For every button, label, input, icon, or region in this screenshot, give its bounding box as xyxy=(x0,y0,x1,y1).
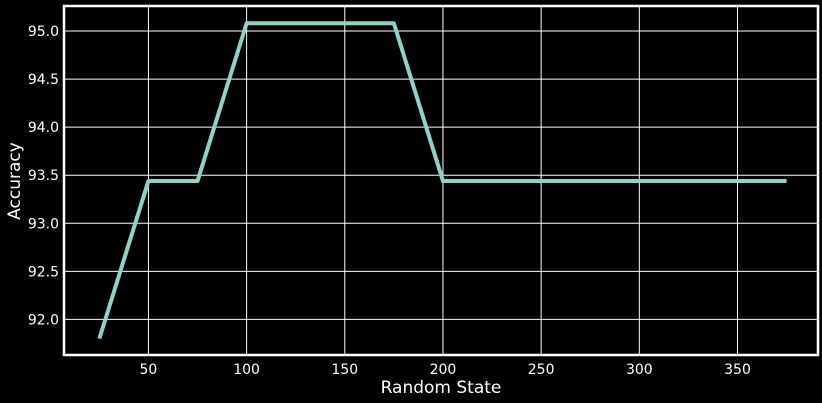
x-tick-label: 100 xyxy=(233,362,260,378)
series-layer xyxy=(97,21,787,340)
x-tick-label: 250 xyxy=(528,362,555,378)
x-tick-label: 50 xyxy=(140,362,158,378)
x-axis-ticks: 50 100 150 200 250 300 350 xyxy=(140,362,751,378)
accuracy-series-line xyxy=(97,21,787,340)
y-tick-label: 92.0 xyxy=(28,312,59,328)
x-axis-label: Random State xyxy=(381,378,502,398)
x-tick-label: 300 xyxy=(626,362,653,378)
y-tick-label: 94.5 xyxy=(28,72,59,88)
plot-frame xyxy=(62,4,820,357)
y-tick-label: 95.0 xyxy=(28,24,59,40)
y-tick-label: 92.5 xyxy=(28,264,59,280)
y-axis-label: Accuracy xyxy=(5,142,25,220)
x-tick-label: 350 xyxy=(724,362,751,378)
y-tick-label: 93.5 xyxy=(28,168,59,184)
y-tick-label: 94.0 xyxy=(28,120,59,136)
y-axis-ticks: 92.0 92.5 93.0 93.5 94.0 94.5 95.0 xyxy=(28,24,59,328)
y-tick-label: 93.0 xyxy=(28,216,59,232)
x-tick-label: 150 xyxy=(331,362,358,378)
x-tick-label: 200 xyxy=(430,362,457,378)
